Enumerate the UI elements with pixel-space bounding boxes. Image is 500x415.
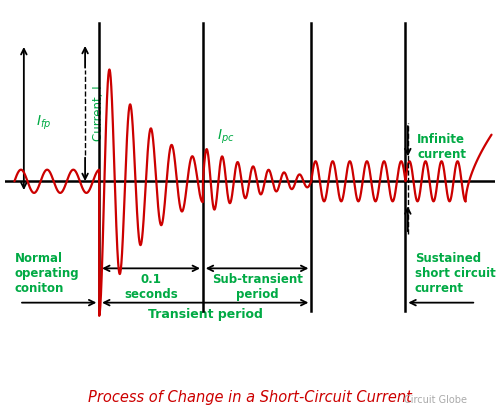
Text: Sustained
short circuit
current: Sustained short circuit current xyxy=(415,252,496,295)
Text: $I_{pc}$: $I_{pc}$ xyxy=(217,127,234,146)
Text: Current, I: Current, I xyxy=(92,85,105,141)
Text: Sub-transient
period: Sub-transient period xyxy=(212,273,302,300)
Text: Transient period: Transient period xyxy=(148,308,262,321)
Text: Circuit Globe: Circuit Globe xyxy=(404,395,466,405)
Text: Process of Change in a Short-Circuit Current: Process of Change in a Short-Circuit Cur… xyxy=(88,390,412,405)
Text: Normal
operating
coniton: Normal operating coniton xyxy=(14,252,79,295)
Text: 0.1
seconds: 0.1 seconds xyxy=(124,273,178,300)
Text: Infinite
current: Infinite current xyxy=(418,133,467,161)
Text: $I_{fp}$: $I_{fp}$ xyxy=(36,114,51,132)
